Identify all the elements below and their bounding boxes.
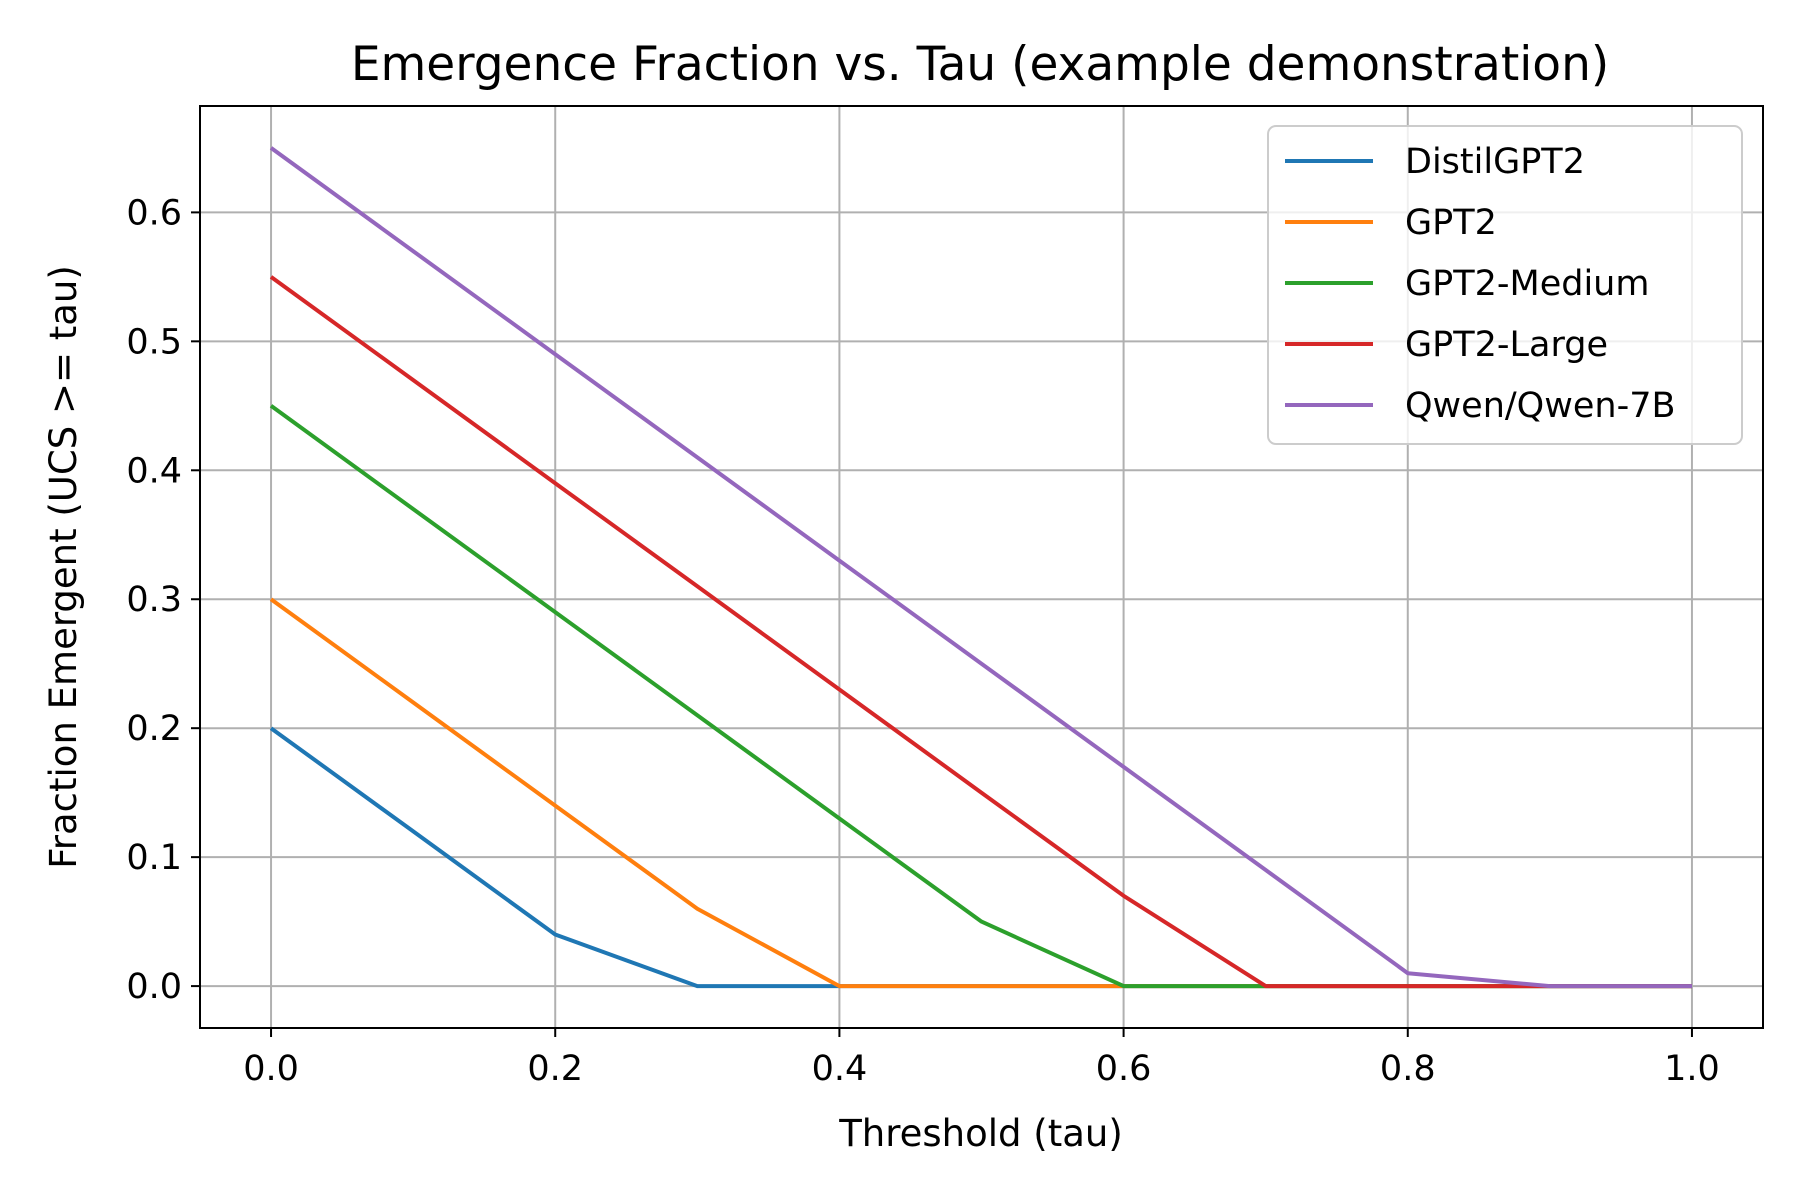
x-tick-label: 1.0 [1664, 1049, 1720, 1089]
x-tick-label: 0.2 [527, 1049, 583, 1089]
y-tick-label: 0.1 [126, 838, 182, 878]
chart-title: Emergence Fraction vs. Tau (example demo… [351, 37, 1609, 92]
y-tick-label: 0.6 [126, 193, 182, 233]
legend-label: GPT2 [1405, 203, 1497, 243]
legend-box [1267, 125, 1743, 445]
x-tick-label: 0.8 [1380, 1049, 1436, 1089]
y-axis-label: Fraction Emergent (UCS >= tau) [42, 265, 85, 869]
y-tick-label: 0.4 [126, 451, 182, 491]
x-tick-label: 0.4 [812, 1049, 868, 1089]
y-tick-label: 0.3 [126, 580, 182, 620]
plot-series [269, 146, 1692, 989]
y-tick-label: 0.5 [126, 322, 182, 362]
y-tick-label: 0.0 [126, 967, 182, 1007]
legend: DistilGPT2 GPT2 GPT2-Medium GPT2-Large Qwen/… [1267, 125, 1743, 445]
x-tick-label: 0.0 [243, 1049, 299, 1089]
legend-label: GPT2-Large [1405, 325, 1608, 365]
series-line-gpt2-large [269, 275, 1692, 989]
series-line-qwen-qwen-7b [269, 146, 1692, 989]
legend-label: GPT2-Medium [1405, 264, 1649, 304]
axis-ticks: 0.0 0.2 0.4 0.6 0.8 1.0 0.0 0.1 0.2 0.3 0.4 0.5 0.6 [126, 193, 1719, 1089]
legend-label: Qwen/Qwen-7B [1405, 386, 1675, 426]
x-tick-label: 0.6 [1096, 1049, 1152, 1089]
legend-label: DistilGPT2 [1405, 142, 1585, 182]
y-tick-label: 0.2 [126, 709, 182, 749]
x-axis-label: Threshold (tau) [838, 1112, 1123, 1155]
plot-frame [199, 105, 1764, 1029]
